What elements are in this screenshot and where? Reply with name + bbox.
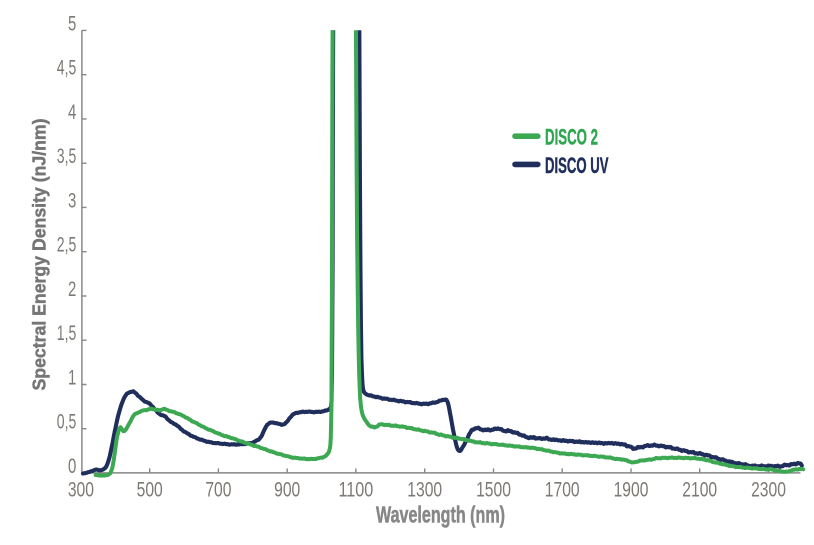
svg-text:1700: 1700	[545, 478, 580, 502]
svg-text:5: 5	[68, 11, 76, 35]
svg-text:900: 900	[274, 478, 300, 502]
svg-text:3,5: 3,5	[57, 144, 77, 168]
svg-text:4: 4	[68, 100, 76, 124]
svg-text:Spectral Energy Density (nJ/nm: Spectral Energy Density (nJ/nm)	[30, 118, 50, 390]
svg-text:0,5: 0,5	[57, 410, 77, 434]
svg-text:2100: 2100	[682, 478, 717, 502]
svg-text:1900: 1900	[614, 478, 649, 502]
svg-text:2: 2	[68, 277, 76, 301]
svg-text:4,5: 4,5	[57, 56, 77, 80]
svg-text:500: 500	[137, 478, 163, 502]
svg-text:2300: 2300	[751, 478, 786, 502]
svg-text:700: 700	[205, 478, 231, 502]
svg-text:1300: 1300	[407, 478, 442, 502]
svg-text:DISCO 2: DISCO 2	[545, 125, 598, 150]
svg-text:1500: 1500	[476, 478, 511, 502]
svg-text:2,5: 2,5	[57, 233, 77, 257]
svg-text:300: 300	[68, 478, 94, 502]
svg-text:0: 0	[68, 454, 76, 478]
svg-text:DISCO UV: DISCO UV	[545, 153, 609, 178]
svg-text:3: 3	[68, 188, 76, 212]
svg-text:1: 1	[68, 366, 76, 390]
svg-text:1100: 1100	[339, 478, 374, 502]
svg-text:Wavelength (nm): Wavelength (nm)	[376, 501, 505, 527]
svg-text:1,5: 1,5	[57, 321, 77, 345]
